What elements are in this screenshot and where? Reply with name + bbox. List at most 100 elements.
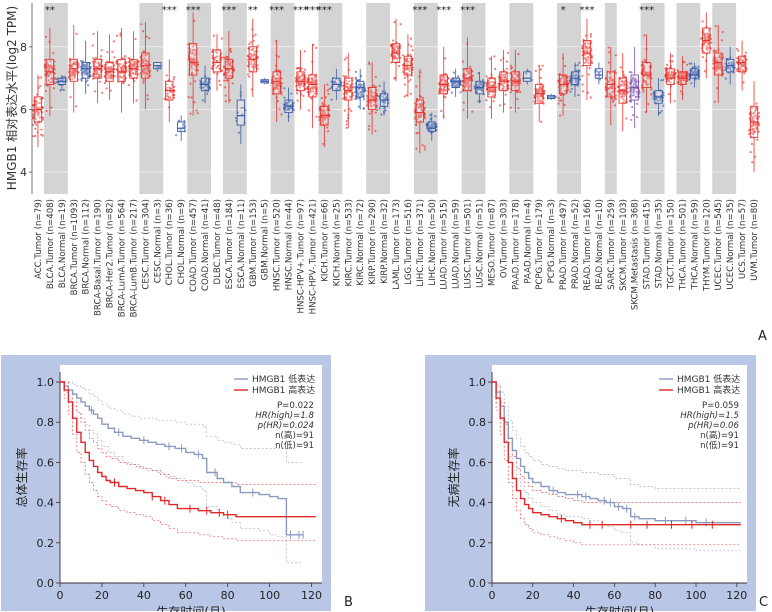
x-tick-label: KICH.Tumor (n=66) (320, 199, 330, 282)
data-point (40, 128, 43, 131)
data-point (688, 78, 691, 81)
legend-label: HMGB1 低表达 (252, 373, 315, 385)
y-tick-label: 0.4 (469, 497, 487, 510)
y-tick-label: 0.8 (37, 416, 55, 429)
y-tick-label: 0.8 (469, 416, 487, 429)
data-point (172, 96, 176, 99)
data-point (318, 116, 321, 119)
data-point (45, 109, 48, 112)
data-point (32, 135, 35, 138)
significance-mark: *** (436, 5, 451, 16)
data-point (193, 57, 196, 60)
x-tick-label: 120 (726, 589, 747, 602)
data-point (398, 65, 401, 68)
significance-mark: *** (221, 5, 236, 16)
data-point (219, 83, 222, 86)
box (212, 49, 222, 73)
x-tick-label: THCA.Normal (n=59) (690, 199, 700, 290)
data-point (414, 108, 417, 111)
x-tick-label: COAD.Normal (n=41) (201, 199, 211, 291)
data-point (34, 127, 37, 130)
data-point (322, 122, 325, 125)
data-point (415, 147, 418, 150)
y-tick-label: 0.0 (37, 577, 55, 590)
x-tick-label: ACC.Tumor (n=79) (34, 199, 44, 279)
data-point (462, 108, 465, 111)
data-point (111, 50, 114, 53)
data-point (122, 66, 125, 69)
data-point (122, 75, 125, 78)
data-point (99, 74, 102, 77)
significance-mark: *** (412, 5, 427, 16)
data-point (225, 75, 228, 78)
data-point (192, 63, 196, 66)
data-point (590, 62, 594, 65)
box (594, 68, 604, 79)
data-point (290, 92, 293, 95)
data-point (31, 117, 35, 120)
data-point (563, 103, 566, 106)
data-point (354, 70, 358, 73)
data-point (194, 68, 197, 72)
data-point (113, 64, 116, 67)
data-point (421, 110, 424, 113)
data-point (347, 87, 350, 90)
data-point (403, 83, 406, 86)
box (81, 62, 90, 79)
data-point (223, 86, 227, 89)
data-point (288, 101, 291, 104)
x-tick-label: HNSC-HPV-.Tumor (n=421) (308, 199, 318, 314)
data-point (301, 73, 305, 76)
data-point (713, 49, 716, 52)
data-point (570, 87, 573, 90)
data-point (165, 74, 168, 77)
x-tick-label: HNSC.Normal (n=44) (285, 199, 295, 290)
data-point (408, 69, 411, 73)
data-point (201, 99, 204, 102)
data-point (322, 112, 325, 115)
data-point (382, 97, 386, 100)
x-tick-label: BRCA-LumB.Tumor (n=217) (129, 199, 139, 317)
data-point (313, 92, 316, 95)
data-point (31, 104, 35, 107)
data-point (203, 85, 206, 89)
data-point (141, 60, 145, 64)
data-point (325, 122, 328, 125)
box (427, 121, 436, 132)
data-point (440, 109, 443, 113)
data-point (206, 92, 209, 95)
data-point (280, 113, 283, 116)
y-tick-label: 1.0 (469, 376, 487, 389)
x-tick-label: KIRP.Normal (n=32) (380, 199, 390, 284)
data-point (250, 60, 253, 64)
data-point (309, 91, 312, 94)
data-point (631, 105, 634, 109)
data-point (75, 105, 78, 108)
data-point (100, 49, 103, 52)
data-point (94, 69, 97, 72)
x-tick-label: LUSC.Normal (n=51) (476, 199, 486, 288)
data-point (690, 62, 693, 65)
data-point (625, 117, 628, 120)
data-point (499, 59, 502, 62)
data-point (191, 58, 194, 61)
data-point (409, 78, 412, 81)
data-point (505, 60, 508, 63)
data-point (187, 96, 190, 99)
data-point (224, 94, 227, 97)
data-point (110, 74, 113, 78)
x-tick-label: PRAD.Tumor (n=497) (559, 199, 569, 290)
data-point (721, 30, 724, 34)
data-point (250, 41, 253, 44)
data-point (124, 55, 127, 58)
data-point (340, 82, 343, 85)
data-point (298, 75, 301, 78)
data-point (671, 60, 674, 63)
data-point (444, 72, 447, 75)
data-point (303, 68, 307, 71)
data-point (660, 109, 663, 112)
data-point (199, 79, 202, 82)
x-tick-label: SKCM.Tumor (n=103) (619, 199, 629, 291)
data-point (254, 61, 257, 64)
data-point (36, 114, 40, 117)
